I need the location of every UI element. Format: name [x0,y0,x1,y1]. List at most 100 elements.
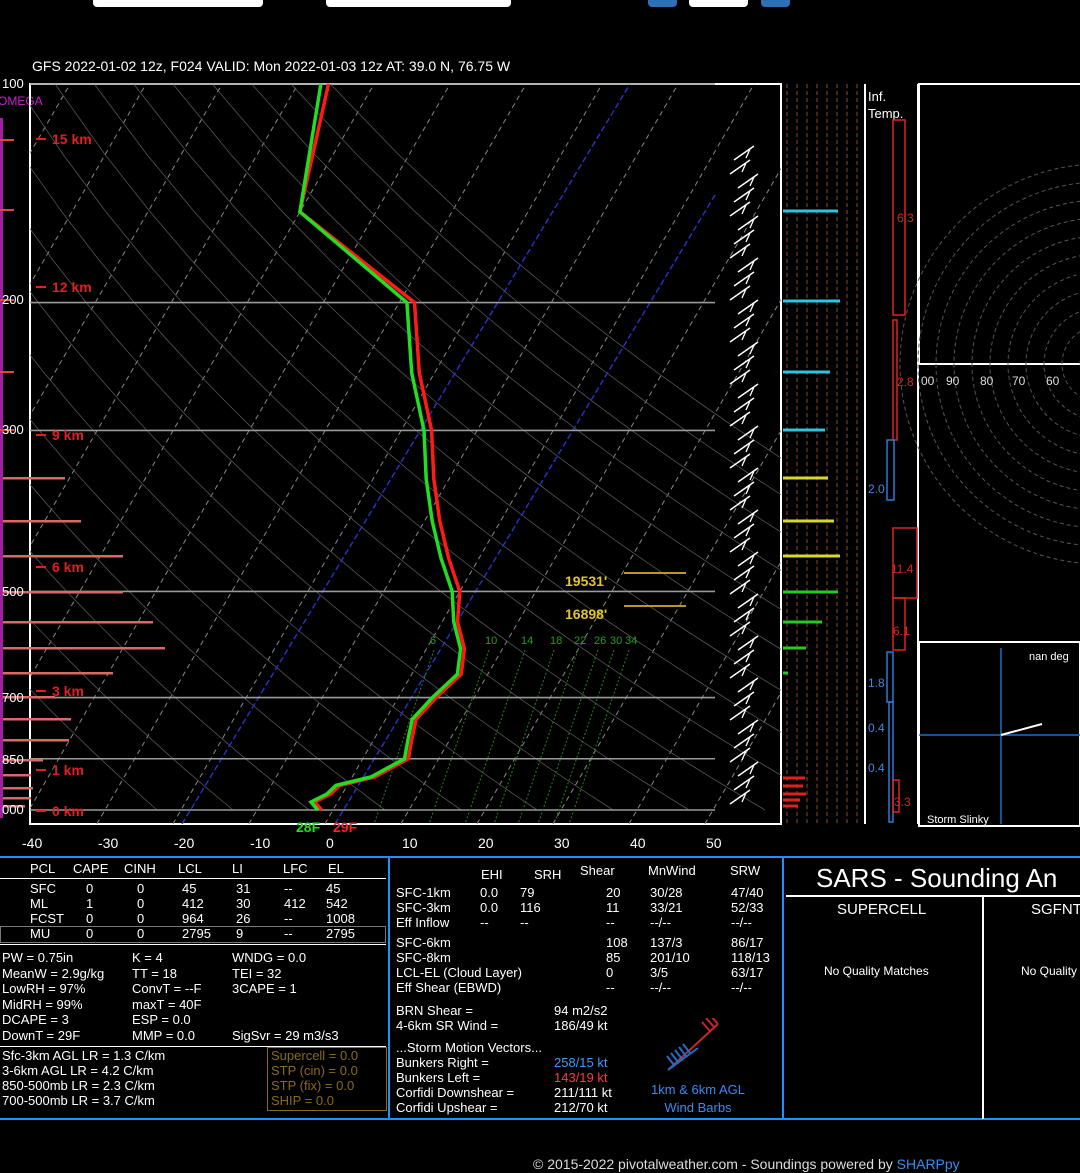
kin-row-label: SFC-6km [396,935,451,950]
wind-barb-flag [749,722,755,733]
pressure-tick-label: 100 [2,76,24,91]
wind-barb [737,341,759,357]
inflow-box [892,119,906,316]
omega-bar [3,647,165,650]
hodo-ring-label: 00 [921,374,935,388]
parcel-cell: 0 [137,881,145,896]
toolbar-button-5[interactable] [761,0,790,7]
mixing-ratio-label: 18 [550,635,562,647]
pressure-tick-label: 500 [2,584,24,599]
pressure-tick-label: 850 [2,752,24,767]
toolbar-button-1[interactable] [93,0,263,7]
storm-motion-value: 258/15 kt [554,1055,608,1070]
inflow-value: 0.4 [868,721,885,735]
toolbar-button-2[interactable] [326,0,511,7]
parcel-cell: ML [30,896,49,911]
composite-index: STP (cin) = 0.0 [271,1063,358,1078]
sars-sgfnt-result: No Quality [1021,964,1078,978]
hodo-frame-top [918,83,1080,365]
wind-barb-flag [741,456,747,467]
kin-cell: -- [606,980,615,995]
kin-header: MnWind [648,863,696,878]
parcel-header: LCL [178,861,202,876]
kin-hodo-mini [660,1014,730,1078]
isotherm [552,429,781,824]
omega-bar [3,621,153,624]
wind-barb [737,299,759,315]
isotherm [30,84,375,679]
index-value: ConvT = --F [132,981,202,996]
hodo-ring [1043,311,1080,417]
wind-barb [729,663,751,679]
inflow-box [892,779,900,813]
composite-index: SHIP = 0.0 [271,1093,334,1108]
parcel-cell: 0 [86,926,94,941]
brn-shear-value: 94 m2/s2 [554,1003,608,1018]
parcel-cell: 0 [137,896,145,911]
wind-barb [733,733,755,749]
wind-barb [733,313,755,329]
wind-barb [733,481,755,497]
wind-barb-flag [745,358,751,369]
height-label: 0 km [52,803,84,819]
wind-barb-flag [741,582,747,593]
wind-barb-flag [745,610,751,621]
wind-barb-flag [745,484,751,495]
inflow-value: 3.3 [894,795,911,809]
omega-bar [3,520,81,523]
sharppy-link[interactable]: SHARPpy [896,1156,960,1172]
mixing-ratio-line [553,649,615,825]
dry-adiabat [172,84,781,610]
wind-barb [729,201,751,217]
isotherm [400,167,781,824]
omega-bar [3,759,43,762]
wind-barb-flag [741,414,747,425]
wind-barb-flag [741,708,747,719]
storm-motion-value: 211/111 kt [554,1085,612,1100]
mixing-ratio-label: 30 [610,635,622,647]
kin-header: EHI [481,867,503,882]
kin-row-label: SFC-1km [396,885,451,900]
omega-bar [0,118,3,818]
wind-barb-flag [749,218,755,229]
toolbar-button-4[interactable] [689,0,748,7]
hodo-ring-label: 70 [1012,374,1026,388]
kin-cell: 86/17 [731,935,764,950]
parcel-header: CAPE [73,861,109,876]
dry-adiabat [30,166,766,811]
wind-barb [733,691,755,707]
toolbar-button-3[interactable] [648,0,677,7]
storm-motion-label: Bunkers Right = [396,1055,489,1070]
isotherm [30,84,223,417]
brn-shear-label: BRN Shear = [396,1003,473,1018]
indices-underline [0,1046,386,1047]
height-label: 15 km [52,131,92,147]
wind-barb [737,593,759,609]
mixing-ratio-label: 34 [625,635,637,647]
inflow-value: 2.8 [897,375,914,389]
mixing-ratio-label: 10 [485,635,497,647]
wind-barb-flag [741,750,747,761]
wind-barb [737,761,759,777]
parcel-cell: 542 [326,896,348,911]
mixing-ratio-line [517,649,579,825]
kin-cell: -- [606,915,615,930]
freezing-level-2: 16898' [565,606,607,622]
lapse-rate: 700-500mb LR = 3.7 C/km [2,1093,155,1108]
wind-barb [733,271,755,287]
wind-barb-flag [749,344,755,355]
dry-adiabat [330,84,781,459]
inflow-temp-panel: Inf. Temp. 6.3 2.8 2.0 11.4 6.1 1.8 0.4 0.4 3.3 [864,84,919,824]
parcel-table: PCL CAPE CINH LCL LI LFC EL SFC 0 0 45 31 -- 45 ML 1 0 41… [0,860,388,941]
wind-barb-flag [749,554,755,565]
omega-bar [3,555,123,558]
freezing-level-1: 19531' [565,573,607,589]
mu-row-highlight [0,926,386,943]
temp-tick-label: -30 [98,835,118,851]
pressure-tick-label: 000 [2,802,24,817]
hodo-ring [989,255,1080,473]
wind-barb [729,285,751,301]
omega-bar [3,718,71,721]
inflow-value: 6.3 [897,211,914,225]
wind-speed-bar [783,590,838,594]
